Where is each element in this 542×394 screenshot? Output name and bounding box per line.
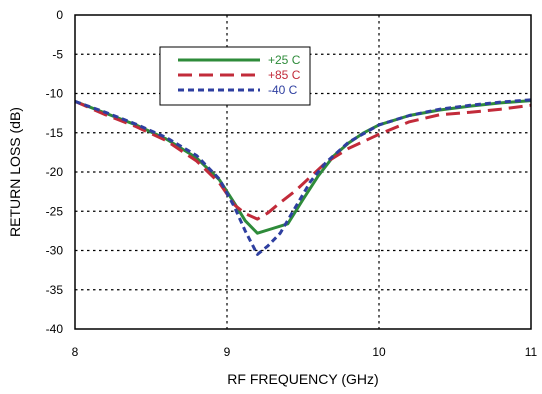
legend: +25 C +85 C -40 C	[159, 46, 311, 106]
y-axis-ticks: 0 -5 -10 -15 -20 -25 -30 -35 -40	[46, 8, 64, 336]
curve-minus40c	[74, 98, 532, 256]
x-tick-label: 11	[525, 345, 538, 359]
legend-label-85c: +85 C	[268, 68, 301, 82]
y-tick-label: -10	[46, 87, 64, 101]
y-tick-label: -30	[46, 244, 64, 258]
y-tick-label: -25	[46, 204, 64, 218]
y-tick-label: 0	[56, 8, 63, 22]
x-tick-label: 9	[224, 345, 231, 359]
y-tick-label: -15	[46, 126, 64, 140]
x-tick-label: 8	[72, 345, 79, 359]
y-axis-label: RETURN LOSS (dB)	[7, 107, 23, 237]
y-tick-label: -35	[46, 283, 64, 297]
y-tick-label: -5	[52, 47, 63, 61]
y-tick-label: -40	[46, 322, 64, 336]
x-tick-label: 10	[372, 345, 386, 359]
plot-frame	[74, 14, 532, 330]
x-axis-label: RF FREQUENCY (GHz)	[227, 371, 378, 387]
data-curves	[74, 98, 532, 256]
legend-label-25c: +25 C	[268, 53, 301, 67]
y-tick-label: -20	[46, 165, 64, 179]
curve-85c	[74, 100, 532, 221]
curve-25c	[74, 99, 532, 235]
legend-label-minus40c: -40 C	[268, 83, 298, 97]
x-axis-ticks: 8 9 10 11	[72, 345, 538, 359]
